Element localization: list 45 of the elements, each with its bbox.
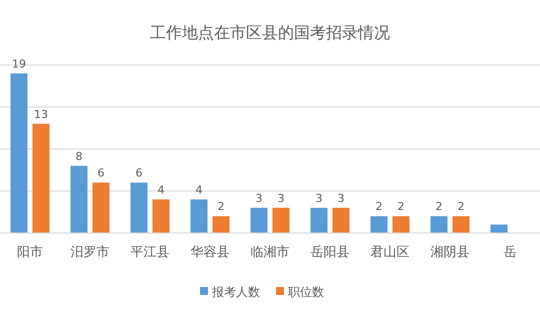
x-tick-label: 君山区 <box>370 245 410 260</box>
data-label: 2 <box>436 200 442 214</box>
x-tick-label: 岳阳县 <box>310 245 350 260</box>
bar <box>272 208 290 233</box>
bar <box>310 208 328 233</box>
bar <box>152 199 170 233</box>
data-label: 3 <box>316 192 322 205</box>
legend-label: 报考人数 <box>211 285 260 299</box>
bar <box>490 224 508 233</box>
x-tick-label: 汨罗市 <box>70 245 110 260</box>
bar <box>332 208 350 233</box>
data-label: 6 <box>98 166 104 180</box>
bar <box>130 182 148 233</box>
data-label: 8 <box>76 150 82 163</box>
bar <box>70 166 88 233</box>
bar <box>212 216 230 233</box>
data-label: 3 <box>278 192 284 205</box>
x-tick-label: 平江县 <box>130 245 170 260</box>
title: 工作地点在市区县的国考招录情况 <box>150 23 390 42</box>
bar <box>250 208 268 233</box>
data-label: 3 <box>256 192 262 205</box>
data-label: 3 <box>338 192 344 205</box>
x-tick-label: 湘阴县 <box>430 245 470 260</box>
data-label: 2 <box>376 200 382 214</box>
bar <box>10 73 28 233</box>
bar <box>32 124 50 233</box>
x-tick-label: 阳市 <box>17 245 43 260</box>
data-label: 13 <box>34 108 48 121</box>
bar <box>92 182 110 233</box>
data-label: 2 <box>218 200 224 214</box>
x-tick-label: 临湘市 <box>250 245 290 260</box>
data-label: 2 <box>398 200 404 214</box>
x-tick-label: 岳 <box>504 245 516 260</box>
data-label: 6 <box>136 166 142 180</box>
legend-label: 职位数 <box>288 285 324 299</box>
x-tick-label: 华容县 <box>190 244 230 260</box>
data-label: 4 <box>158 183 164 196</box>
bar <box>190 199 208 233</box>
data-label: 19 <box>12 57 26 70</box>
data-label: 4 <box>196 183 202 196</box>
bar <box>452 216 470 233</box>
bar <box>392 216 410 233</box>
bar <box>370 216 388 233</box>
bar <box>430 216 448 233</box>
data-label: 2 <box>458 200 464 214</box>
